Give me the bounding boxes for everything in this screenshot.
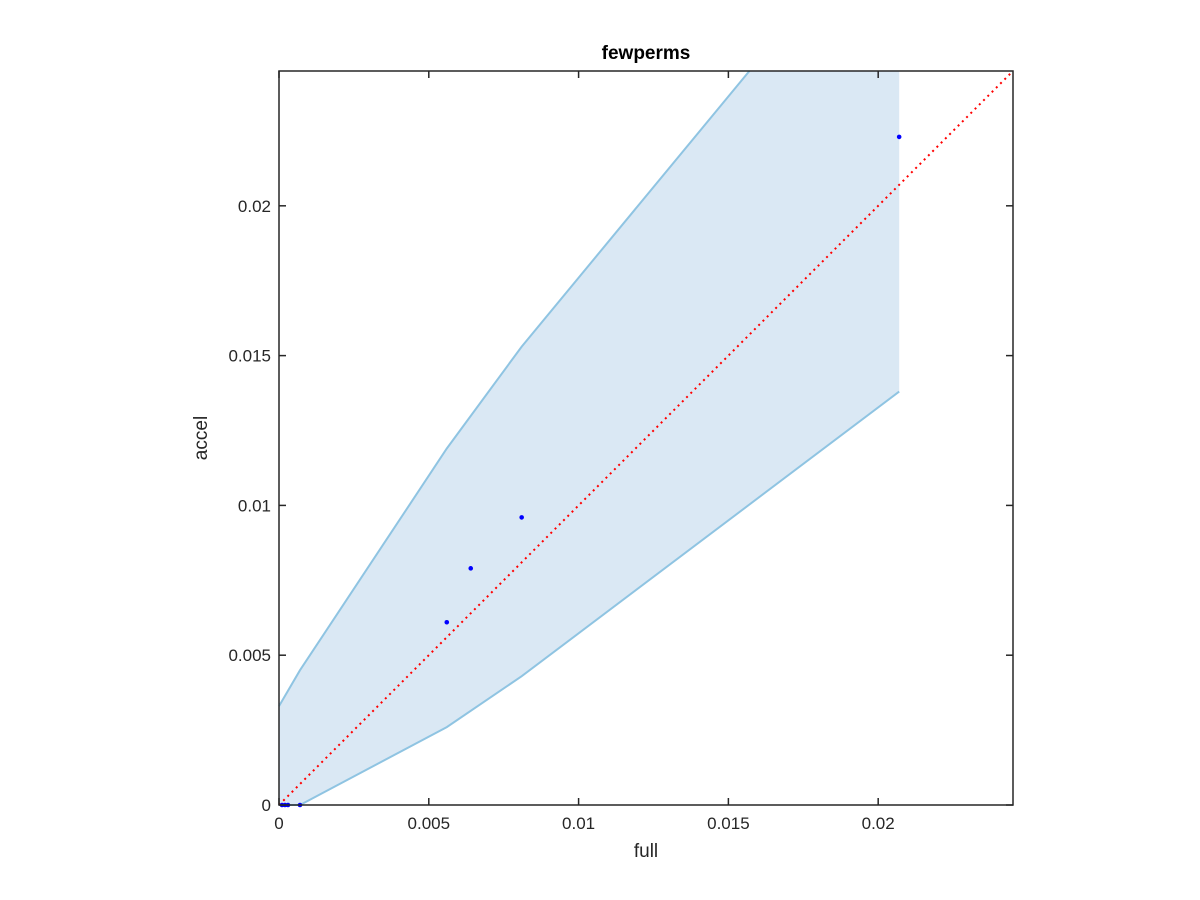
x-tick-label: 0.015 — [707, 814, 750, 833]
reference-diagonal — [278, 70, 1014, 806]
confidence-band — [278, 70, 900, 806]
x-tick-label: 0 — [274, 814, 283, 833]
data-point — [444, 619, 450, 625]
data-point — [896, 134, 902, 140]
band-fill — [279, 71, 900, 805]
x-tick-label: 0.02 — [862, 814, 895, 833]
y-tick-label: 0.005 — [228, 646, 271, 665]
data-points — [279, 134, 902, 808]
identity-line — [278, 70, 1014, 806]
x-tick-label: 0.005 — [408, 814, 451, 833]
y-tick-label: 0 — [262, 796, 271, 815]
data-point — [468, 566, 474, 571]
axes: 0 0.005 0.01 0.015 0.02 0 0.005 0.01 0.015 0.02 — [228, 70, 1014, 833]
band-upper-line — [278, 70, 751, 707]
x-tick-label: 0.01 — [562, 814, 595, 833]
y-axis-label: accel — [191, 416, 212, 460]
y-tick-label: 0.015 — [228, 347, 271, 366]
y-tick-label: 0.02 — [238, 197, 271, 216]
data-point — [519, 515, 524, 520]
y-tick-label: 0.01 — [238, 496, 271, 515]
plot-frame — [278, 70, 1014, 806]
chart-title: fewperms — [602, 43, 691, 64]
x-axis-label: full — [634, 841, 658, 862]
